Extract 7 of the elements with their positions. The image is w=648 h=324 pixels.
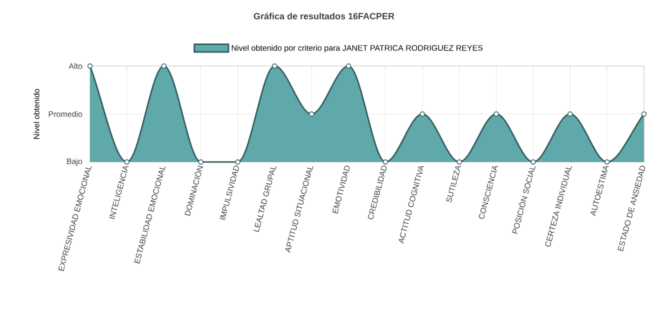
legend-label: Nivel obtenido por criterio para JANET PATRICA RODRIGUEZ REYES xyxy=(232,44,483,52)
text: Alto xyxy=(68,63,82,69)
text: Promedio xyxy=(48,111,82,117)
text: Bajo xyxy=(67,158,82,166)
chart-title: Gráfica de resultados 16FACPER xyxy=(254,12,394,20)
x-tick-label: LEALTAD GRUPAL xyxy=(253,166,276,232)
y-axis-title: Nivel obtenido xyxy=(33,89,40,139)
